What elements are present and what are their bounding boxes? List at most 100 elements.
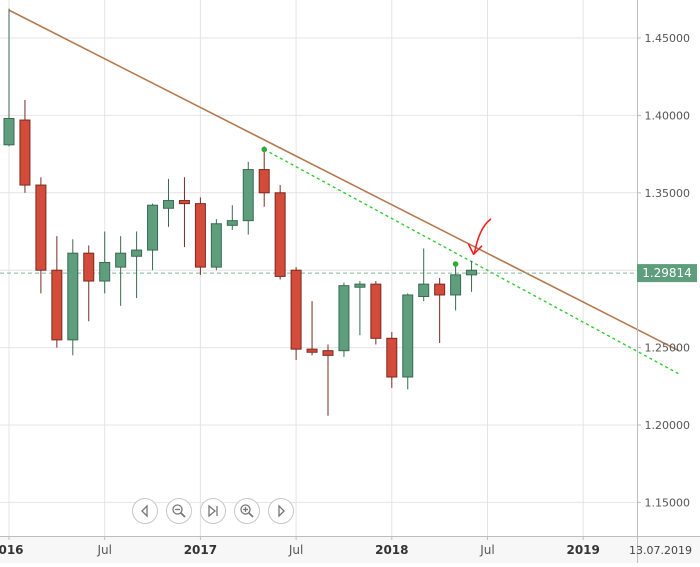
candle-body — [178, 200, 190, 205]
candle — [402, 293, 414, 390]
candle-body — [258, 169, 270, 194]
candle-body — [226, 220, 238, 226]
candle — [19, 99, 31, 193]
candle-body — [402, 294, 414, 378]
x-tick-label: 016 — [0, 543, 24, 557]
candles — [3, 8, 478, 416]
candle-body — [434, 283, 446, 296]
candle-body — [115, 252, 127, 268]
candle-body — [67, 252, 79, 341]
trend-point-marker — [261, 146, 268, 153]
x-tick-label: 2018 — [375, 543, 408, 557]
zoom-out-icon — [172, 504, 186, 518]
x-tick-label: Jul — [288, 543, 303, 557]
jump-to-end-button[interactable] — [200, 498, 226, 524]
zoom-in-button[interactable] — [234, 498, 260, 524]
x-tick-label: 2017 — [184, 543, 217, 557]
scroll-left-button[interactable] — [132, 498, 158, 524]
candle — [354, 281, 366, 336]
candle-body — [210, 223, 222, 268]
zoom-in-icon — [240, 504, 254, 518]
x-tick-label: 2019 — [566, 543, 599, 557]
candle-body — [370, 283, 382, 339]
skip-end-icon — [208, 504, 218, 518]
current-price-label: 1.29814 — [642, 266, 692, 280]
current-price-tag: 1.29814 — [637, 264, 697, 283]
candle-body — [322, 350, 334, 356]
candle — [386, 332, 398, 388]
candle — [450, 265, 462, 311]
trendline — [8, 9, 680, 352]
candle — [67, 239, 79, 356]
candle — [115, 236, 127, 306]
markers — [261, 146, 459, 267]
candle-body — [19, 119, 31, 186]
candle-body — [386, 337, 398, 378]
date-label: 13.07.2019 — [629, 544, 692, 557]
candle — [35, 177, 47, 294]
candle — [226, 205, 238, 230]
chevron-left-icon — [141, 504, 148, 518]
candle — [242, 161, 254, 235]
candle-body — [147, 204, 159, 251]
candle — [147, 203, 159, 271]
candle — [290, 267, 302, 360]
candle — [210, 219, 222, 271]
candle-body — [131, 249, 143, 257]
chevron-right-icon — [278, 504, 285, 518]
candle — [194, 197, 206, 275]
candle — [51, 236, 63, 348]
x-tick-labels: 016 Jul 2017 Jul 2018 Jul 2019 — [0, 536, 600, 557]
trend-point-marker — [452, 261, 459, 267]
y-tick-label: 1.45000 — [645, 32, 691, 45]
candle-body — [338, 285, 350, 352]
candle — [306, 301, 318, 356]
candle — [338, 282, 350, 357]
x-tick-label: Jul — [96, 543, 111, 557]
candle — [466, 260, 478, 292]
candle-body — [194, 203, 206, 268]
candle — [322, 344, 334, 416]
y-tick-label: 1.25000 — [645, 342, 691, 355]
candle-body — [35, 184, 47, 271]
candle-body — [354, 283, 366, 288]
candle — [274, 185, 286, 280]
candle-body — [466, 269, 478, 276]
candle — [178, 177, 190, 247]
zoom-out-button[interactable] — [166, 498, 192, 524]
current-price-tag-bg — [637, 264, 697, 283]
candle-body — [51, 269, 63, 341]
annotations — [467, 218, 492, 256]
candle — [434, 277, 446, 343]
candle-body — [3, 117, 15, 146]
scroll-right-button[interactable] — [268, 498, 294, 524]
x-tick-label: Jul — [479, 543, 494, 557]
candle-body — [450, 274, 462, 296]
candle-body — [99, 261, 111, 282]
y-tick-label: 1.35000 — [645, 187, 691, 200]
candle — [3, 8, 15, 147]
annotation-arrow-shaft — [473, 218, 492, 254]
candle — [83, 245, 95, 322]
candle-body — [274, 192, 286, 277]
candle-body — [306, 348, 318, 353]
candle — [370, 281, 382, 345]
y-tick-label: 1.40000 — [645, 109, 691, 122]
candle — [258, 146, 270, 207]
candle-body — [83, 252, 95, 282]
chart-toolbar — [132, 498, 294, 526]
y-tick-label: 1.15000 — [645, 496, 691, 509]
y-tick-labels: 1.450001.400001.350001.300001.250001.200… — [637, 32, 690, 509]
grid — [0, 0, 637, 536]
candle — [418, 248, 430, 302]
candle-body — [418, 283, 430, 298]
candle-body — [242, 169, 254, 222]
candle — [99, 231, 111, 294]
candle-body — [163, 200, 174, 209]
candle — [163, 178, 174, 227]
axis-bottom-band — [0, 537, 700, 563]
y-tick-label: 1.20000 — [645, 419, 691, 432]
